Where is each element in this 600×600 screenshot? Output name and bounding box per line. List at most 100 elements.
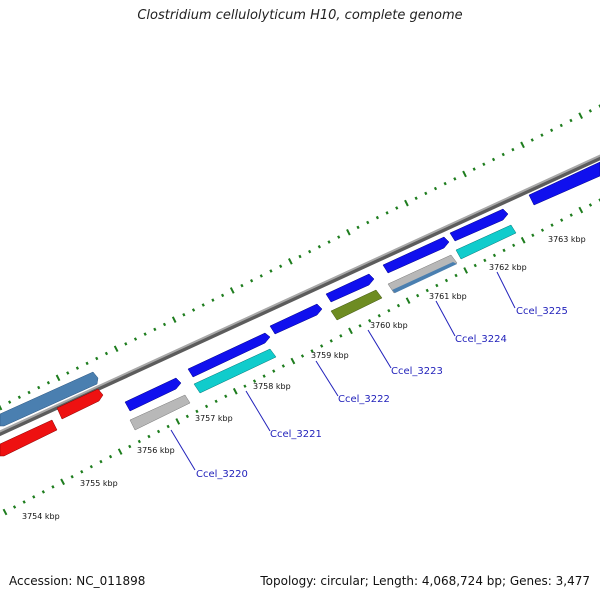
minor-tick (147, 434, 151, 439)
kbp-label: 3758 kbp (253, 382, 291, 391)
minor-tick (473, 263, 477, 268)
minor-tick (221, 293, 225, 298)
minor-tick (12, 505, 17, 509)
major-tick (462, 170, 467, 178)
minor-tick (243, 384, 247, 388)
minor-tick (588, 203, 593, 207)
outer-tick-row (0, 104, 600, 411)
minor-tick (153, 327, 157, 332)
minor-tick (162, 322, 167, 327)
minor-tick (530, 138, 534, 142)
minor-tick (425, 288, 429, 293)
reverse-genes (0, 224, 517, 457)
kbp-label: 3756 kbp (137, 446, 175, 455)
minor-tick (224, 394, 228, 399)
minor-tick (41, 490, 45, 494)
minor-tick (191, 308, 196, 312)
minor-tick (182, 312, 186, 317)
minor-tick (317, 244, 321, 249)
minor-tick (269, 269, 273, 273)
major-tick (117, 448, 123, 455)
minor-tick (240, 283, 244, 288)
kbp-label: 3762 kbp (489, 263, 527, 272)
minor-tick (185, 414, 189, 419)
minor-tick (453, 177, 457, 181)
minor-tick (104, 351, 109, 356)
minor-tick (531, 233, 535, 238)
minor-tick (377, 313, 381, 318)
minor-tick (540, 228, 545, 232)
major-tick (578, 206, 584, 214)
map-title: Clostridium cellulolyticum H10, complete… (137, 8, 463, 23)
minor-tick (501, 152, 505, 157)
inner-tick-row (2, 198, 600, 516)
major-tick (113, 345, 119, 353)
gene-label: Ccel_3224 (455, 334, 507, 345)
minor-tick (262, 374, 266, 378)
minor-tick (443, 181, 447, 186)
gene-3221-rev (193, 348, 277, 394)
minor-tick (308, 249, 312, 254)
gene-leader-lines (170, 271, 516, 471)
major-tick (232, 387, 238, 395)
gene-right-fwd (528, 161, 600, 206)
major-tick (288, 258, 293, 265)
minor-tick (279, 264, 283, 269)
minor-tick (329, 339, 333, 343)
minor-tick (550, 128, 554, 132)
minor-tick (32, 495, 36, 499)
minor-tick (22, 500, 26, 504)
major-tick (346, 228, 351, 236)
major-tick (520, 141, 525, 149)
minor-tick (472, 167, 476, 171)
minor-tick (281, 364, 285, 368)
minor-tick (320, 344, 324, 348)
gene-left-red-2 (56, 388, 104, 420)
minor-tick (327, 240, 331, 244)
minor-tick (511, 147, 515, 152)
minor-tick (300, 354, 305, 358)
minor-tick (298, 254, 302, 259)
gene-label: Ccel_3223 (391, 366, 443, 377)
gene-3225-fwd (449, 208, 509, 242)
gene-label: Ccel_3220 (196, 469, 248, 480)
minor-tick (195, 409, 199, 414)
kbp-labels: 3754 kbp 3755 kbp 3756 kbp 3757 kbp 3758… (22, 235, 586, 521)
minor-tick (211, 298, 215, 302)
minor-tick (368, 318, 372, 323)
minor-tick (214, 399, 218, 404)
minor-tick (27, 390, 31, 395)
kbp-label: 3757 kbp (195, 414, 233, 423)
minor-tick (156, 429, 161, 434)
gene-3220-fwd (124, 377, 182, 412)
minor-tick (310, 349, 314, 353)
minor-tick (395, 206, 399, 210)
gene-3223-fwd (325, 273, 375, 303)
gene-3223-rev (330, 289, 383, 321)
minor-tick (201, 303, 205, 307)
minor-tick (252, 379, 257, 383)
minor-tick (483, 258, 487, 263)
minor-tick (99, 459, 103, 464)
minor-tick (166, 424, 170, 429)
minor-tick (435, 283, 439, 288)
minor-tick (80, 469, 84, 474)
minor-tick (46, 381, 50, 385)
minor-tick (337, 235, 341, 239)
kbp-label: 3759 kbp (311, 351, 349, 360)
minor-tick (128, 444, 132, 449)
gene-left-steel-1 (0, 371, 99, 427)
major-tick (60, 478, 65, 486)
minor-tick (569, 118, 573, 123)
minor-tick (569, 213, 573, 217)
minor-tick (560, 218, 564, 222)
minor-tick (433, 186, 438, 191)
minor-tick (143, 332, 147, 336)
genome-summary-text: Topology: circular; Length: 4,068,724 bp… (260, 574, 590, 588)
gene-3225-rev (455, 224, 517, 260)
major-tick (171, 316, 177, 323)
minor-tick (51, 485, 55, 489)
minor-tick (137, 439, 141, 444)
minor-tick (482, 162, 486, 167)
